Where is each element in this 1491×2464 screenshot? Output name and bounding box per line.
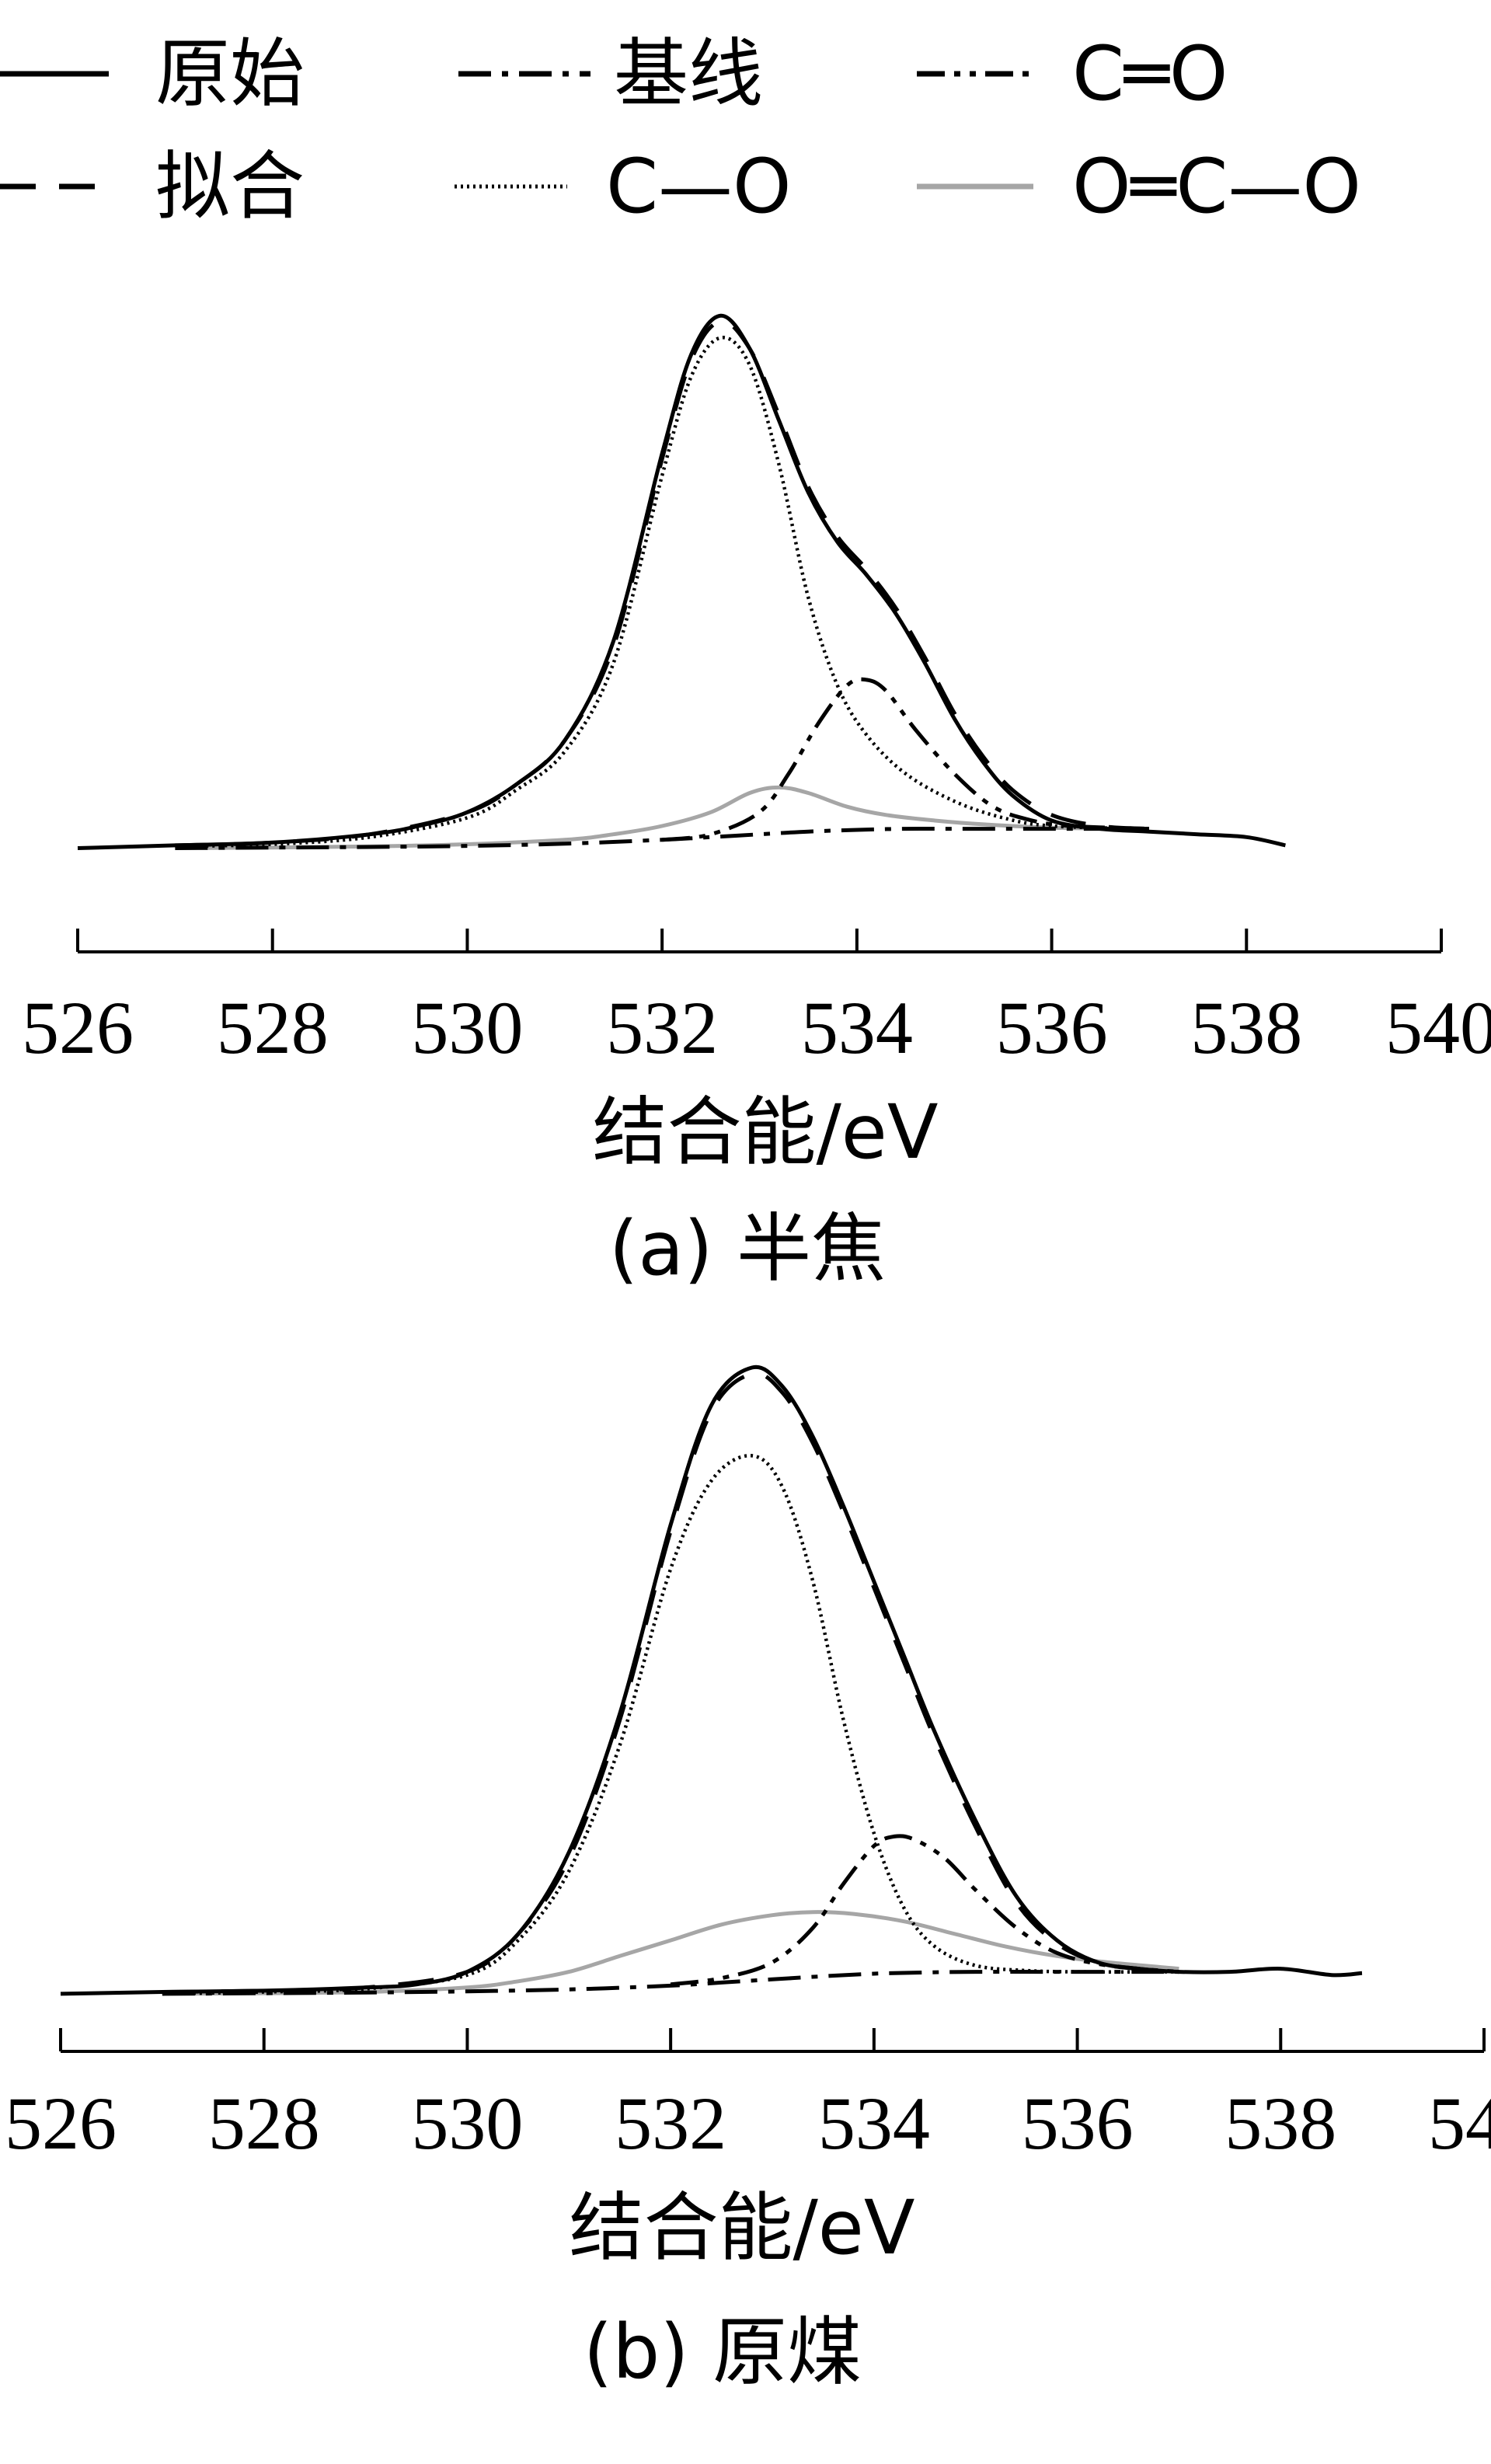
- panel-b-caption: (b) 原煤: [584, 2309, 862, 2396]
- panel-b-series-fit: [162, 1371, 1179, 1994]
- panel-a-series-fit: [175, 319, 1150, 848]
- panel-b-x-tick-label-538: 538: [1225, 2082, 1336, 2165]
- panel-b-x-axis-title: 结合能/eV: [569, 2184, 914, 2271]
- legend-item-c-o: C—O: [455, 143, 792, 230]
- panel-a-x-tick-label-532: 532: [606, 986, 718, 1069]
- panel-a-curves: [77, 313, 1286, 850]
- panel-b-series-c-o: [162, 1454, 1179, 1996]
- panel-a-series-c-double-o: [661, 677, 1149, 842]
- legend-item-baseline: 基线: [458, 30, 763, 117]
- legend-label-raw: 原始: [155, 30, 305, 117]
- legend: 原始 基线 C═O 拟合 C—O O═C—O: [0, 30, 1361, 230]
- legend-label-baseline: 基线: [614, 30, 763, 117]
- panel-b-series-raw: [60, 1364, 1363, 1996]
- panel-a-series-raw: [77, 313, 1286, 850]
- legend-label-o-c-o: O═C—O: [1072, 143, 1361, 230]
- panel-a-x-tick-label-536: 536: [996, 986, 1108, 1069]
- panel-a-x-axis-title: 结合能/eV: [592, 1089, 938, 1176]
- legend-label-fit: 拟合: [155, 143, 305, 230]
- panel-b-x-tick-label-526: 526: [5, 2082, 117, 2165]
- legend-label-c-double-o: C═O: [1072, 30, 1228, 117]
- panel-b-x-tick-label-540: 540: [1428, 2082, 1491, 2165]
- panel-a-x-tick-label-540: 540: [1385, 986, 1491, 1069]
- panel-b-x-axis: 526 528 530 532 534 536 538 540: [5, 2028, 1491, 2165]
- legend-label-c-o: C—O: [606, 143, 792, 230]
- panel-b-series-o-c-o: [162, 1910, 1179, 1996]
- panel-a-series-baseline: [175, 827, 1149, 850]
- legend-item-raw: 原始: [0, 30, 305, 117]
- panel-a-x-axis: 526 528 530 532 534 536 538 540: [22, 929, 1491, 1069]
- legend-item-c-double-o: C═O: [917, 30, 1228, 117]
- panel-b-series-baseline: [162, 1970, 1179, 1996]
- legend-item-o-c-o: O═C—O: [917, 143, 1361, 230]
- panel-a-x-tick-label-526: 526: [22, 986, 134, 1069]
- panel-a-x-tick-label-528: 528: [217, 986, 329, 1069]
- panel-b-curves: [60, 1364, 1363, 1996]
- panel-a-caption: (a) 半焦: [609, 1205, 886, 1292]
- legend-item-fit: 拟合: [0, 143, 305, 230]
- panel-a: 526 528 530 532 534 536 538 540 结合能/eV (a) 半焦: [22, 313, 1491, 1292]
- panel-a-x-tick-label-538: 538: [1190, 986, 1302, 1069]
- panel-b-x-tick-label-530: 530: [411, 2082, 523, 2165]
- panel-b-series-c-double-o: [670, 1834, 1179, 1987]
- panel-b-x-tick-label-534: 534: [818, 2082, 930, 2165]
- panel-b: 526 528 530 532 534 536 538 540 结合能/eV (b) 原煤: [5, 1364, 1491, 2396]
- panel-b-x-tick-label-528: 528: [208, 2082, 320, 2165]
- panel-b-x-tick-label-536: 536: [1022, 2082, 1134, 2165]
- panel-a-x-tick-label-530: 530: [411, 986, 523, 1069]
- panel-a-x-tick-label-534: 534: [801, 986, 913, 1069]
- panel-b-x-tick-label-532: 532: [615, 2082, 726, 2165]
- panel-a-series-c-o: [175, 336, 1149, 849]
